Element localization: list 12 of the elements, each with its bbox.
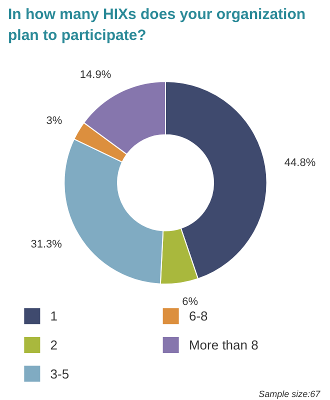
legend-label: 2 (50, 337, 58, 352)
legend-label: 3-5 (50, 366, 70, 382)
data-label: 44.8% (284, 157, 316, 170)
data-label: 14.9% (80, 69, 112, 82)
chart-title: In how many HIXs does your organization plan to participate? (8, 5, 307, 46)
text: Sample size:67 (258, 389, 322, 400)
data-label: 6% (182, 296, 198, 308)
legend-label: 1 (50, 308, 58, 324)
legend-label: 6-8 (188, 308, 208, 324)
legend-label: More than 8 (188, 337, 258, 352)
data-label: 31.3% (30, 238, 62, 250)
data-label: 3% (46, 114, 62, 127)
